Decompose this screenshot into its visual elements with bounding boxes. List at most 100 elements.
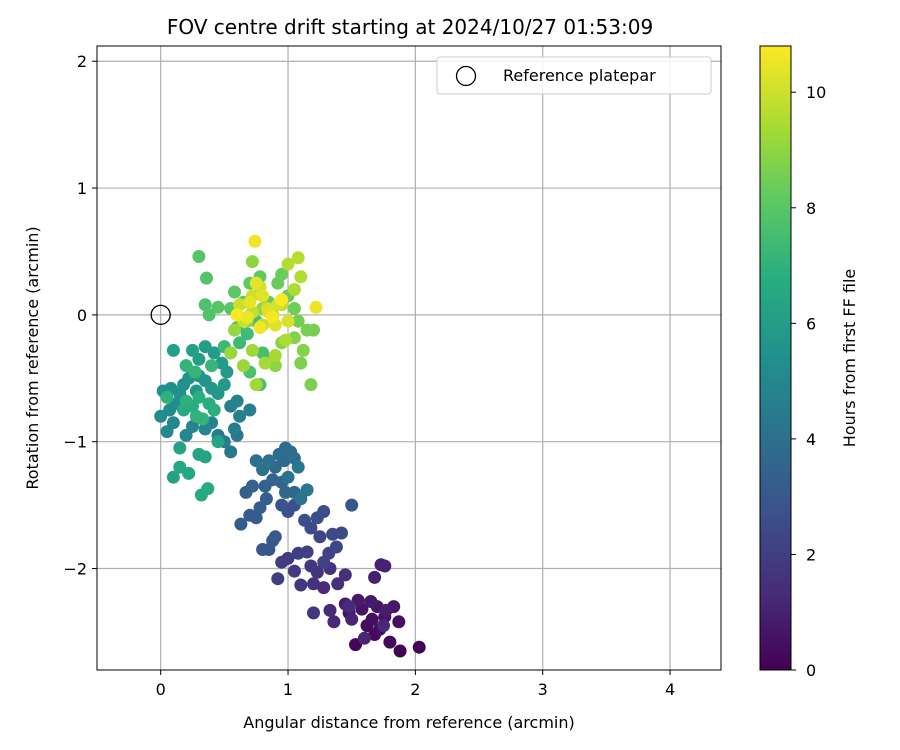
data-point — [296, 343, 310, 357]
data-point — [392, 615, 406, 629]
data-point — [249, 454, 263, 468]
data-point — [309, 300, 323, 314]
data-point — [300, 545, 314, 559]
data-point — [291, 460, 305, 474]
data-point — [230, 308, 244, 322]
data-point — [275, 293, 289, 307]
data-point — [291, 251, 305, 265]
data-point — [207, 403, 221, 417]
data-point — [383, 635, 397, 649]
data-point — [228, 422, 241, 436]
data-point — [365, 612, 379, 626]
data-point — [258, 356, 272, 370]
x-axis-label: Angular distance from reference (arcmin) — [243, 713, 574, 732]
data-point — [256, 289, 270, 303]
data-point — [338, 568, 352, 582]
data-point — [166, 343, 180, 357]
data-point — [393, 644, 407, 658]
data-point — [173, 441, 187, 455]
x-axis-ticks: 0 1 2 3 4 — [156, 670, 675, 699]
data-point — [313, 530, 327, 544]
data-point — [233, 409, 247, 423]
data-point — [368, 570, 382, 584]
x-tick-label: 2 — [410, 680, 420, 699]
data-point — [335, 526, 348, 540]
y-tick-label: −1 — [63, 433, 87, 452]
data-point — [317, 581, 331, 595]
data-point — [323, 603, 337, 617]
reference-platepar-marker — [150, 304, 171, 326]
data-point — [192, 250, 206, 263]
legend-entry-label: Reference platepar — [503, 66, 656, 85]
data-point — [249, 378, 263, 392]
data-point — [377, 619, 390, 633]
data-point — [357, 631, 371, 645]
data-point — [271, 572, 285, 586]
data-point — [294, 270, 308, 284]
data-point — [256, 543, 270, 556]
data-point — [179, 394, 193, 408]
data-point — [233, 336, 247, 350]
colorbar-tick-label: 8 — [806, 199, 816, 218]
data-point — [412, 640, 426, 654]
data-point — [304, 559, 318, 573]
plot-frame — [96, 45, 722, 671]
colorbar-tick-label: 6 — [806, 314, 816, 333]
data-point — [166, 416, 180, 430]
data-point — [211, 300, 225, 314]
colorbar-label: Hours from first FF file — [840, 269, 859, 448]
data-point — [233, 298, 247, 312]
plot-area: 0 1 2 3 4 −2 −1 0 1 2 — [63, 45, 722, 699]
colorbar-tick-label: 4 — [806, 430, 816, 449]
x-tick-label: 0 — [156, 680, 166, 699]
data-point — [207, 346, 221, 360]
plot-background — [97, 46, 721, 670]
data-point — [215, 356, 229, 370]
data-point — [196, 412, 210, 426]
data-point — [245, 343, 259, 357]
data-point — [268, 530, 282, 544]
x-tick-label: 4 — [665, 680, 675, 699]
data-point — [240, 327, 254, 341]
data-point — [262, 454, 276, 468]
data-point — [294, 578, 308, 592]
y-axis-ticks: −2 −1 0 1 2 — [63, 52, 97, 579]
data-point — [245, 479, 259, 493]
data-point — [236, 359, 250, 373]
y-axis-label: Rotation from reference (arcmin) — [23, 226, 42, 489]
data-point — [249, 276, 263, 290]
data-point — [266, 310, 280, 324]
data-point — [198, 422, 212, 436]
data-point — [200, 271, 213, 285]
colorbar-tick-label: 2 — [806, 545, 816, 564]
data-point — [248, 234, 262, 248]
data-point — [205, 359, 219, 373]
data-points — [154, 234, 426, 658]
data-point — [243, 295, 257, 309]
data-point — [192, 390, 206, 404]
data-point — [378, 559, 392, 573]
data-point — [345, 498, 359, 512]
data-point — [317, 505, 331, 518]
data-point — [234, 517, 248, 531]
data-point — [275, 555, 289, 569]
data-point — [345, 612, 359, 626]
data-point — [198, 340, 212, 354]
data-point — [188, 365, 202, 379]
chart-title: FOV centre drift starting at 2024/10/27 … — [167, 15, 653, 39]
colorbar-ticks: 0 2 4 6 8 10 — [791, 83, 826, 680]
data-point — [279, 333, 292, 347]
data-point — [307, 577, 320, 591]
data-point — [342, 600, 356, 614]
data-point — [379, 603, 393, 617]
colorbar-tick-label: 0 — [806, 661, 816, 680]
data-point — [331, 577, 345, 591]
data-point — [268, 349, 282, 362]
colorbar-tick-label: 10 — [806, 83, 826, 102]
data-point — [281, 257, 295, 271]
data-point — [287, 302, 301, 315]
data-point — [202, 308, 216, 322]
x-tick-label: 1 — [283, 680, 293, 699]
data-point — [294, 356, 308, 370]
